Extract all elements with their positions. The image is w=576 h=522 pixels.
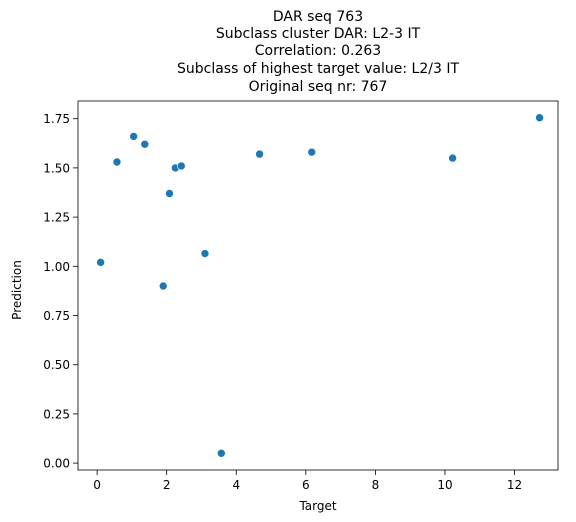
- data-point: [217, 448, 226, 458]
- x-axis-label: Target: [298, 499, 336, 513]
- y-tick-label: 0.00: [43, 457, 70, 471]
- y-tick-label: 1.25: [43, 211, 70, 225]
- x-tick-label: 4: [232, 478, 240, 492]
- x-tick-label: 10: [437, 478, 452, 492]
- x-tick-label: 6: [302, 478, 310, 492]
- data-point: [307, 147, 317, 157]
- data-point: [129, 132, 138, 141]
- y-tick-label: 1.50: [43, 161, 70, 175]
- plot-frame: [77, 100, 559, 471]
- data-point: [96, 258, 105, 267]
- title-line-5: Original seq nr: 767: [249, 79, 388, 95]
- data-point: [177, 161, 186, 171]
- data-point: [158, 281, 168, 291]
- data-point: [255, 149, 264, 159]
- title-line-1: DAR seq 763: [273, 9, 363, 25]
- title-line-4: Subclass of highest target value: L2/3 I…: [177, 61, 459, 77]
- title-line-2: Subclass cluster DAR: L2-3 IT: [216, 26, 421, 42]
- x-axis-ticks: 0 2 4 6 8 10 12: [93, 470, 522, 492]
- x-tick-label: 0: [93, 478, 101, 492]
- x-tick-label: 8: [372, 478, 380, 492]
- x-tick-label: 2: [163, 478, 171, 492]
- y-tick-label: 0.75: [43, 309, 70, 323]
- y-tick-label: 0.25: [43, 407, 70, 421]
- data-point: [140, 139, 150, 149]
- y-axis-ticks: 0.00 0.25 0.50 0.75 1.00 1.25 1.50 1.75: [43, 112, 78, 471]
- y-tick-label: 1.00: [43, 260, 70, 274]
- data-point: [112, 157, 122, 167]
- plot-area: [77, 100, 559, 471]
- data-point: [165, 189, 174, 198]
- data-points: [96, 113, 544, 458]
- data-point: [448, 153, 457, 163]
- x-tick-label: 12: [507, 478, 522, 492]
- y-axis-label: Prediction: [10, 260, 24, 320]
- data-point: [200, 249, 210, 258]
- data-point: [535, 113, 544, 123]
- chart-title: DAR seq 763 Subclass cluster DAR: L2-3 I…: [177, 9, 459, 95]
- title-line-3: Correlation: 0.263: [255, 43, 381, 59]
- y-tick-label: 1.75: [43, 112, 70, 126]
- y-tick-label: 0.50: [43, 358, 70, 372]
